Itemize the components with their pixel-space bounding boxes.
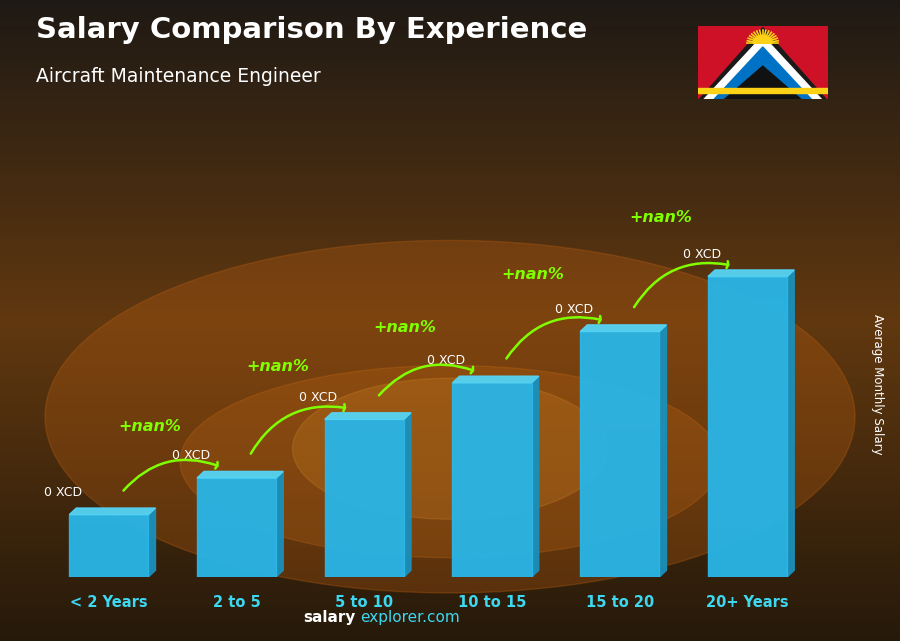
Text: 5 to 10: 5 to 10 — [336, 595, 393, 610]
Text: 0 XCD: 0 XCD — [554, 303, 593, 316]
Bar — [453, 383, 532, 577]
Polygon shape — [704, 36, 822, 99]
Polygon shape — [453, 376, 539, 383]
Ellipse shape — [180, 365, 720, 558]
Polygon shape — [325, 413, 411, 419]
Text: 2 to 5: 2 to 5 — [212, 595, 260, 610]
Text: +nan%: +nan% — [118, 419, 181, 434]
Text: 20+ Years: 20+ Years — [706, 595, 789, 610]
Wedge shape — [753, 35, 772, 44]
Ellipse shape — [45, 240, 855, 593]
Polygon shape — [763, 26, 828, 99]
Bar — [580, 331, 660, 577]
Polygon shape — [404, 413, 411, 577]
Polygon shape — [148, 508, 156, 577]
Polygon shape — [660, 325, 667, 577]
Text: salary: salary — [303, 610, 356, 625]
Polygon shape — [276, 471, 284, 577]
Text: < 2 Years: < 2 Years — [70, 595, 148, 610]
Polygon shape — [698, 26, 763, 99]
Bar — [69, 515, 148, 577]
Polygon shape — [788, 270, 794, 577]
Polygon shape — [580, 325, 667, 331]
Text: Aircraft Maintenance Engineer: Aircraft Maintenance Engineer — [36, 67, 320, 87]
Bar — [708, 276, 788, 577]
Text: Average Monthly Salary: Average Monthly Salary — [871, 314, 884, 455]
Text: 15 to 20: 15 to 20 — [586, 595, 654, 610]
Polygon shape — [197, 471, 284, 478]
Polygon shape — [724, 66, 801, 99]
Bar — [325, 419, 404, 577]
Text: 0 XCD: 0 XCD — [172, 449, 210, 462]
Text: 0 XCD: 0 XCD — [300, 390, 338, 404]
Text: Salary Comparison By Experience: Salary Comparison By Experience — [36, 16, 587, 44]
Text: +nan%: +nan% — [374, 320, 436, 335]
Polygon shape — [714, 47, 812, 99]
Text: +nan%: +nan% — [501, 267, 564, 282]
Text: 0 XCD: 0 XCD — [44, 486, 82, 499]
Polygon shape — [532, 376, 539, 577]
Bar — [197, 478, 276, 577]
Text: +nan%: +nan% — [246, 358, 309, 374]
Text: +nan%: +nan% — [629, 210, 692, 225]
Polygon shape — [708, 270, 794, 276]
Text: 0 XCD: 0 XCD — [427, 354, 465, 367]
Polygon shape — [69, 508, 156, 515]
Ellipse shape — [292, 378, 608, 519]
Bar — [698, 88, 828, 93]
Text: 0 XCD: 0 XCD — [682, 248, 721, 261]
Text: explorer.com: explorer.com — [360, 610, 460, 625]
Text: 10 to 15: 10 to 15 — [458, 595, 526, 610]
